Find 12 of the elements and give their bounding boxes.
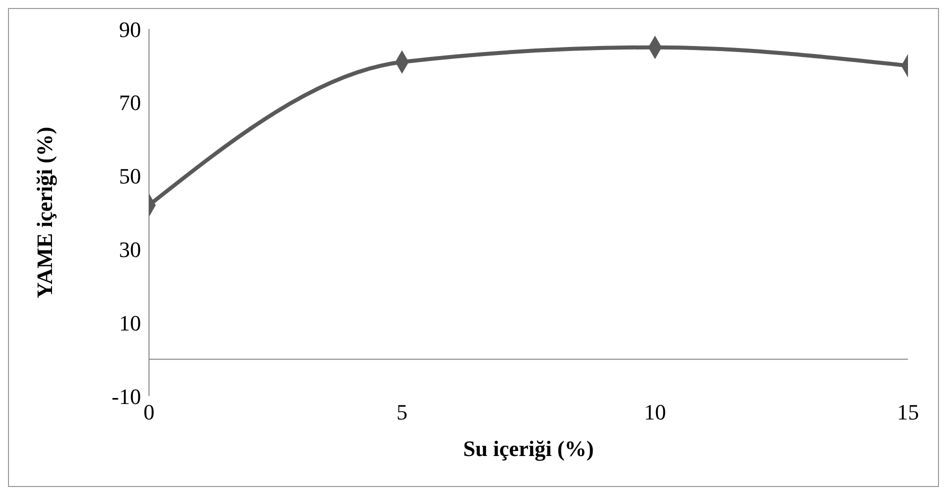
y-tick-label: 30 bbox=[119, 237, 141, 262]
x-tick-label: 0 bbox=[144, 400, 154, 425]
x-tick-label: 15 bbox=[897, 400, 919, 425]
y-tick-label: 50 bbox=[119, 164, 141, 189]
y-axis-title: YAME içeriği (%) bbox=[32, 126, 57, 298]
y-tick-label: -10 bbox=[112, 384, 141, 409]
x-tick-label: 10 bbox=[644, 400, 666, 425]
y-tick-label: 90 bbox=[119, 16, 141, 42]
y-tick-label: 70 bbox=[119, 90, 141, 116]
y-tick-label: 10 bbox=[119, 310, 141, 336]
x-axis-title: Su içeriği (%) bbox=[463, 436, 594, 461]
x-tick-label: 5 bbox=[396, 400, 408, 425]
